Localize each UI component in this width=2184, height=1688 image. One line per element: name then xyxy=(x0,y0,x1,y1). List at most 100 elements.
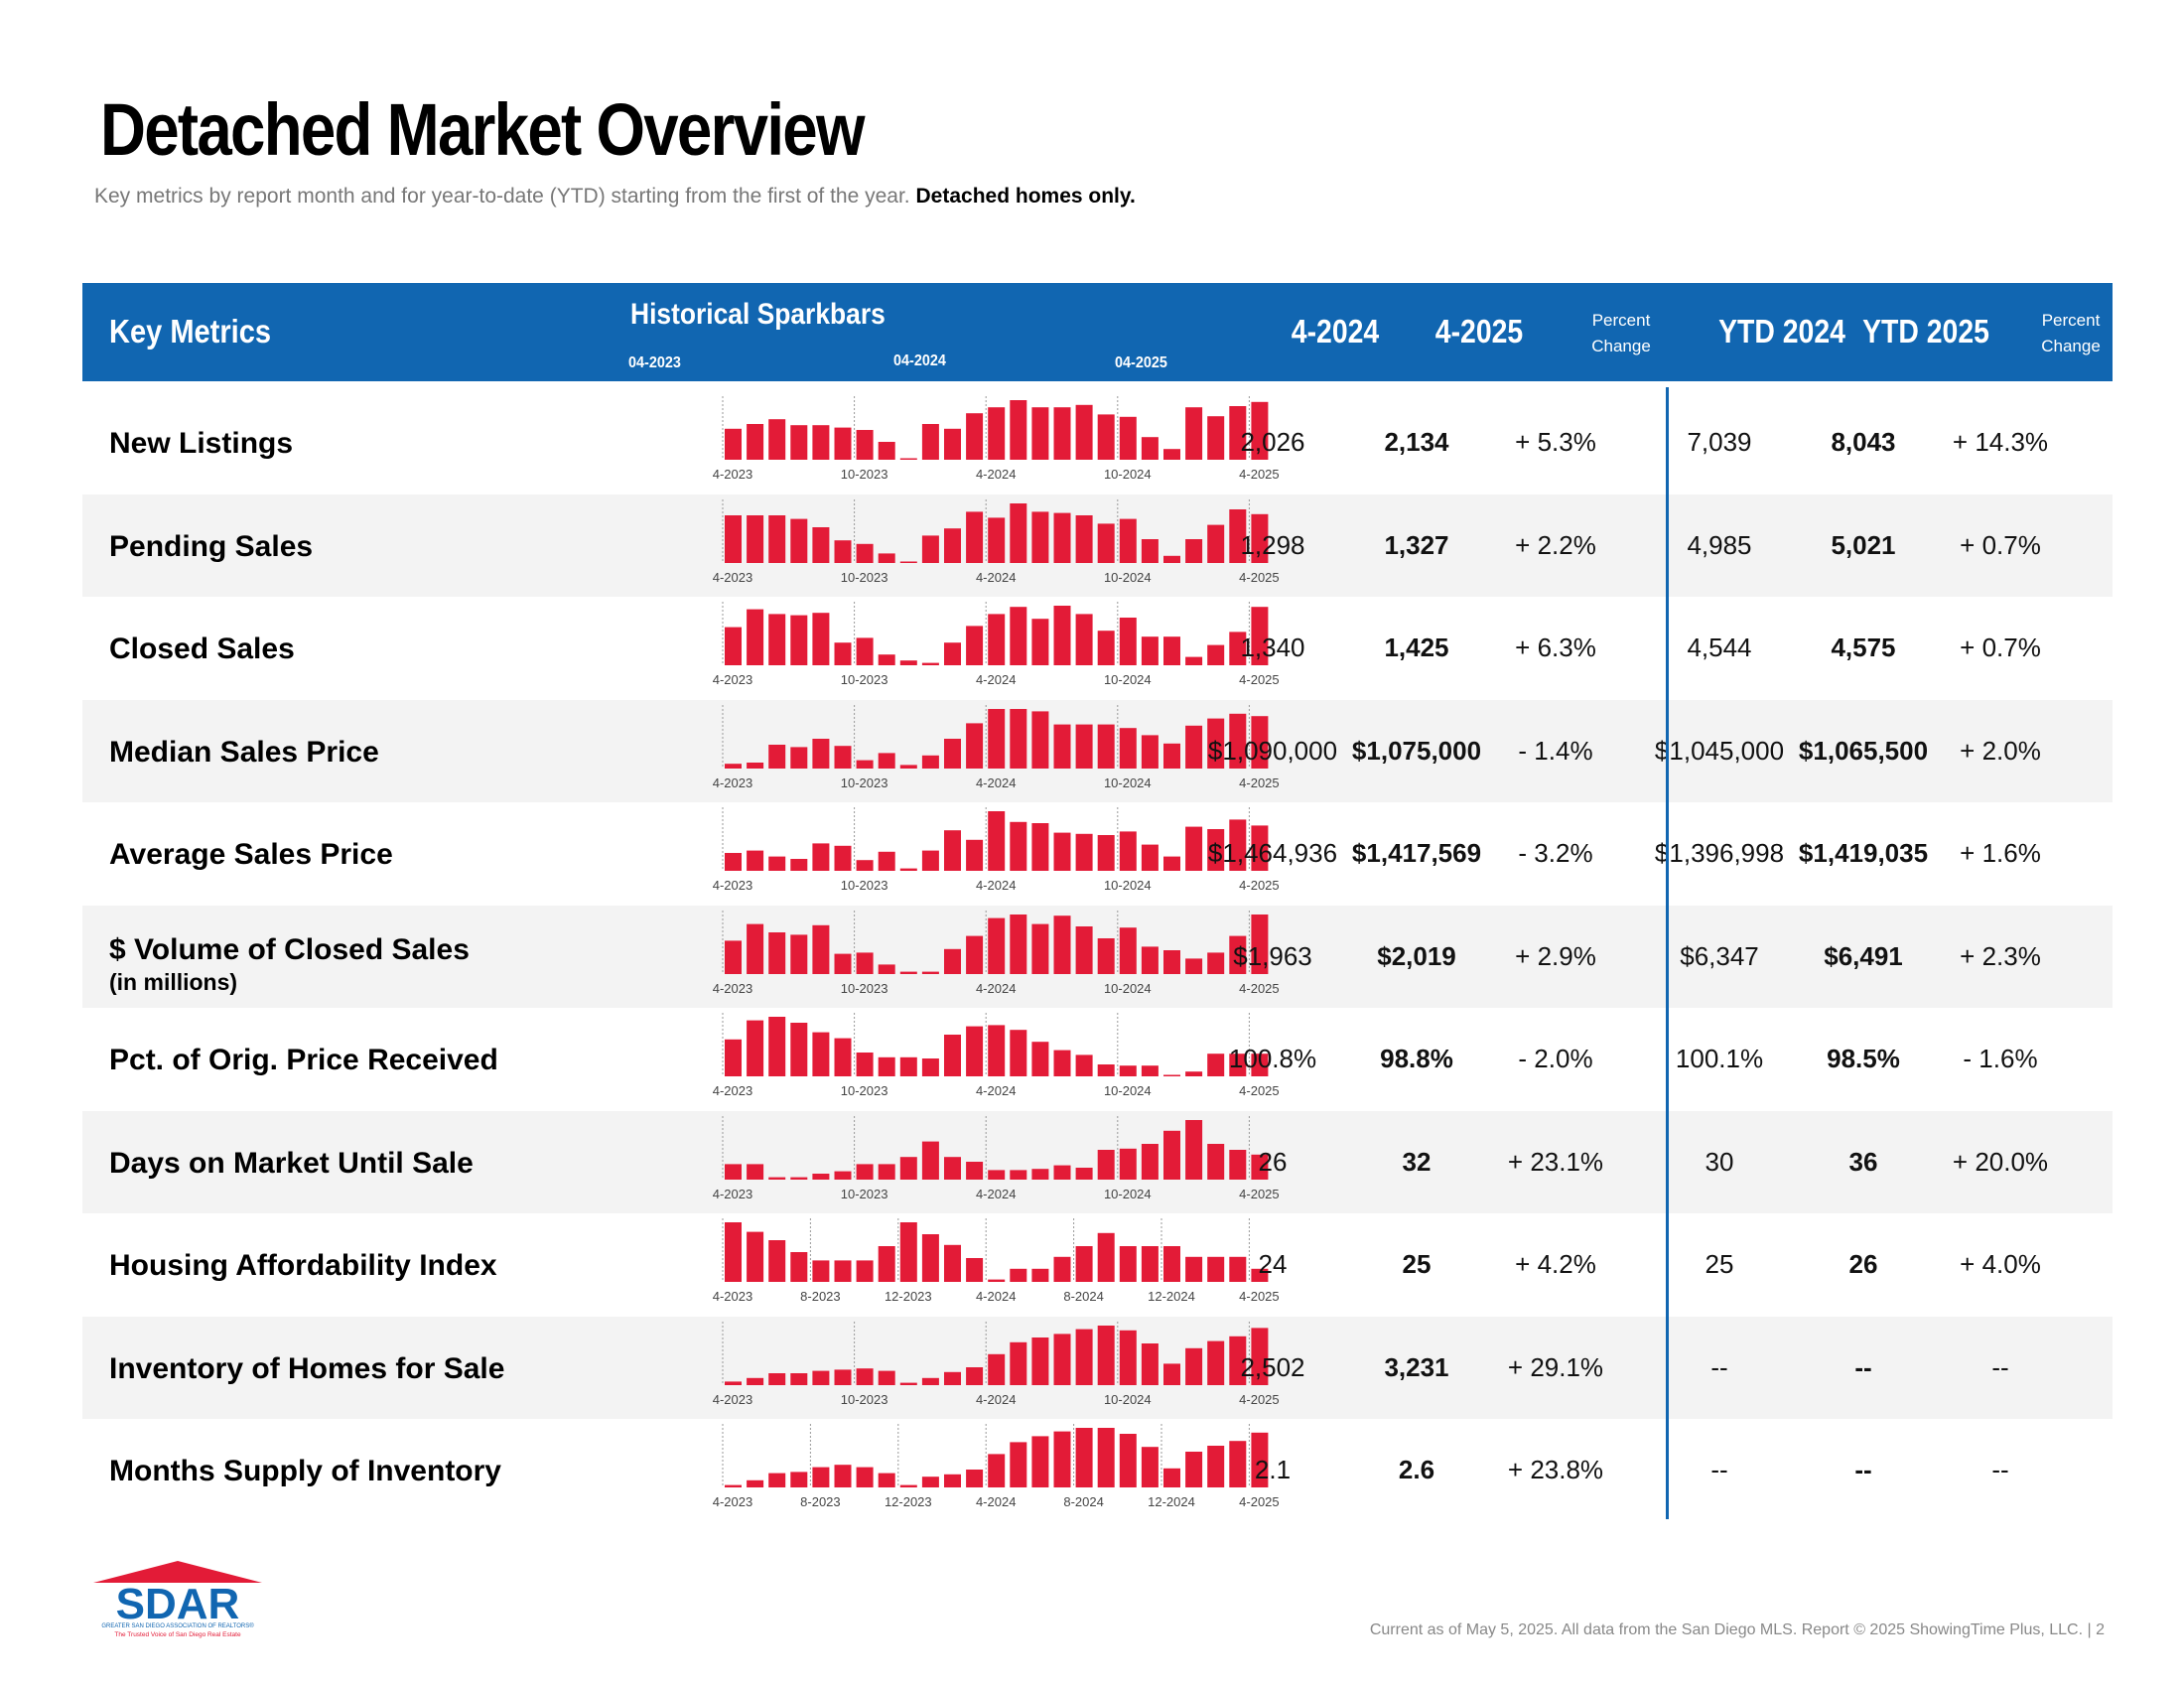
sparkbar-bar xyxy=(1119,926,1137,974)
sparkbar-bar xyxy=(1053,832,1071,871)
sparkbar-bar xyxy=(1053,1165,1071,1180)
sparkbar-bar xyxy=(725,1380,742,1385)
sparkbar-bar xyxy=(1010,1030,1027,1076)
sparkbar-bar xyxy=(1031,1268,1049,1282)
sparkbar-tick-label: 4-2023 xyxy=(713,467,752,482)
sparkbar-tick-label: 4-2025 xyxy=(1239,467,1279,482)
sparkbar-bar xyxy=(1207,416,1225,460)
value-curr: $2,019 xyxy=(1377,940,1456,971)
value-curr: 1,327 xyxy=(1384,529,1449,560)
sparkbar-tick-label: 10-2023 xyxy=(841,1187,888,1201)
sparkbar-bar xyxy=(747,1231,764,1282)
pct-change: + 6.3% xyxy=(1515,633,1596,662)
header-pct-line1: Percent xyxy=(1591,311,1651,330)
sparkbar-tick-label: 8-2023 xyxy=(800,1289,840,1304)
ytd-prev: 4,544 xyxy=(1687,633,1752,662)
sparkbar-bar xyxy=(856,1367,874,1385)
pct-change: - 1.4% xyxy=(1518,735,1593,766)
sparkbar-tick-label: 10-2024 xyxy=(1104,878,1152,893)
table-row: Pct. of Orig. Price Received 4-2023 10-202… xyxy=(82,1008,2113,1110)
sparkbar-bar xyxy=(988,1279,1006,1282)
sparkbar-bar xyxy=(1229,1149,1247,1180)
ytd-prev: 100.1% xyxy=(1675,1044,1764,1073)
sparkbar-chart: 4-2023 10-2023 4-2024 10-2024 4-2025 xyxy=(713,1013,1280,1098)
ytd-curr: 98.5% xyxy=(1827,1044,1900,1073)
sparkbar-bar xyxy=(1207,951,1225,974)
sparkbar-bar xyxy=(856,860,874,871)
sparkbar-bar xyxy=(988,407,1006,460)
ytd-pct-change: -- xyxy=(1991,1351,2009,1382)
sparkbar-bar xyxy=(768,744,786,769)
sparkbar-bar xyxy=(1075,925,1093,974)
sparkbar-bar xyxy=(747,1479,764,1487)
sparkbar-bar xyxy=(921,1141,939,1180)
sparkbar-bar xyxy=(1251,715,1269,769)
sparkbar-bar xyxy=(1163,1074,1180,1076)
sparkbar-bar xyxy=(966,413,984,460)
value-curr: 25 xyxy=(1402,1249,1432,1279)
sparkbar-bar xyxy=(966,1026,984,1076)
sparkbar-bar xyxy=(812,1467,830,1487)
logo-line1: GREATER SAN DIEGO ASSOCIATION OF REALTOR… xyxy=(101,1622,254,1629)
sparkbar-bar xyxy=(834,745,852,769)
sdar-logo-graphic: SDAR GREATER SAN DIEGO ASSOCIATION OF RE… xyxy=(93,1561,262,1638)
sparkbar-tick-label: 12-2023 xyxy=(885,1494,932,1509)
sparkbar-bar xyxy=(899,971,917,974)
sparkbar-bar xyxy=(1251,1432,1269,1487)
pct-change: + 5.3% xyxy=(1515,427,1596,457)
sparkbar-tick-label: 10-2024 xyxy=(1104,775,1152,790)
sparkbar-tick-label: 10-2024 xyxy=(1104,1392,1152,1407)
sparkbar-bar xyxy=(1010,821,1027,871)
ytd-prev: $1,396,998 xyxy=(1654,838,1785,868)
sparkbar-chart: 4-2023 8-2023 12-2023 4-2024 8-2024 12-2024 4-… xyxy=(713,1424,1280,1509)
sparkbar-bar xyxy=(1075,833,1093,871)
subtitle-text: Key metrics by report month and for year… xyxy=(94,185,910,208)
sparkbar-bar xyxy=(1163,856,1180,871)
sparkbar-chart: 4-2023 10-2023 4-2024 10-2024 4-2025 xyxy=(713,807,1280,893)
sparkbar-bar xyxy=(966,1366,984,1385)
sparkbar-bar xyxy=(747,514,764,563)
sparkbar-bar xyxy=(1010,607,1027,665)
sparkbar-bar xyxy=(812,526,830,563)
sparkbar-bar xyxy=(1119,1148,1137,1180)
sparkbar-bar xyxy=(768,419,786,460)
sparkbar-bar xyxy=(1229,1441,1247,1487)
pct-change: + 23.1% xyxy=(1507,1146,1604,1177)
sparkbar-chart: 4-2023 10-2023 4-2024 10-2024 4-2025 xyxy=(713,704,1280,790)
page-footer: Current as of May 5, 2025. All data from… xyxy=(1369,1621,2105,1638)
sparkbar-bar xyxy=(1010,708,1027,769)
value-curr: 3,231 xyxy=(1384,1351,1449,1382)
ytd-pct-change: + 1.6% xyxy=(1960,838,2041,868)
sparkbar-bar xyxy=(921,850,939,871)
sparkbar-bar xyxy=(899,1382,917,1385)
pct-change: + 23.8% xyxy=(1507,1455,1604,1484)
sparkbar-bar xyxy=(747,762,764,769)
sparkbar-bar xyxy=(747,1020,764,1076)
header-spark-label-2: 04-2024 xyxy=(893,352,946,369)
sparkbar-tick-label: 10-2024 xyxy=(1104,570,1152,585)
value-prev: 1,340 xyxy=(1240,633,1305,662)
sparkbar-tick-label: 10-2024 xyxy=(1104,1083,1152,1098)
sparkbar-bar xyxy=(878,752,895,769)
sparkbar-bar xyxy=(1141,1143,1159,1180)
sparkbar-tick-label: 4-2024 xyxy=(976,878,1016,893)
sparkbar-bar xyxy=(988,1454,1006,1487)
sparkbar-bar xyxy=(1010,502,1027,563)
sparkbar-bar xyxy=(790,518,808,563)
sparkbar-tick-label: 4-2025 xyxy=(1239,1083,1279,1098)
sparkbar-tick-label: 4-2024 xyxy=(976,1392,1016,1407)
sparkbar-bar xyxy=(790,1023,808,1076)
table-row: Inventory of Homes for Sale 4-2023 10-2023… xyxy=(82,1316,2113,1419)
sparkbar-bar xyxy=(1163,1246,1180,1282)
sparkbar-bar xyxy=(1097,631,1115,665)
sparkbar-bar xyxy=(878,851,895,871)
sparkbar-bar xyxy=(944,1371,961,1385)
sparkbar-bar xyxy=(1229,1054,1247,1076)
pct-change: + 4.2% xyxy=(1515,1249,1596,1279)
sparkbar-bar xyxy=(725,1163,742,1180)
sparkbar-bar xyxy=(1185,1256,1203,1282)
sparkbar-tick-label: 4-2024 xyxy=(976,981,1016,996)
table-row: $ Volume of Closed Sales (in millions) 4-2… xyxy=(82,905,2113,1008)
sparkbar-bar xyxy=(790,1472,808,1487)
metric-label: Pct. of Orig. Price Received xyxy=(109,1044,498,1076)
